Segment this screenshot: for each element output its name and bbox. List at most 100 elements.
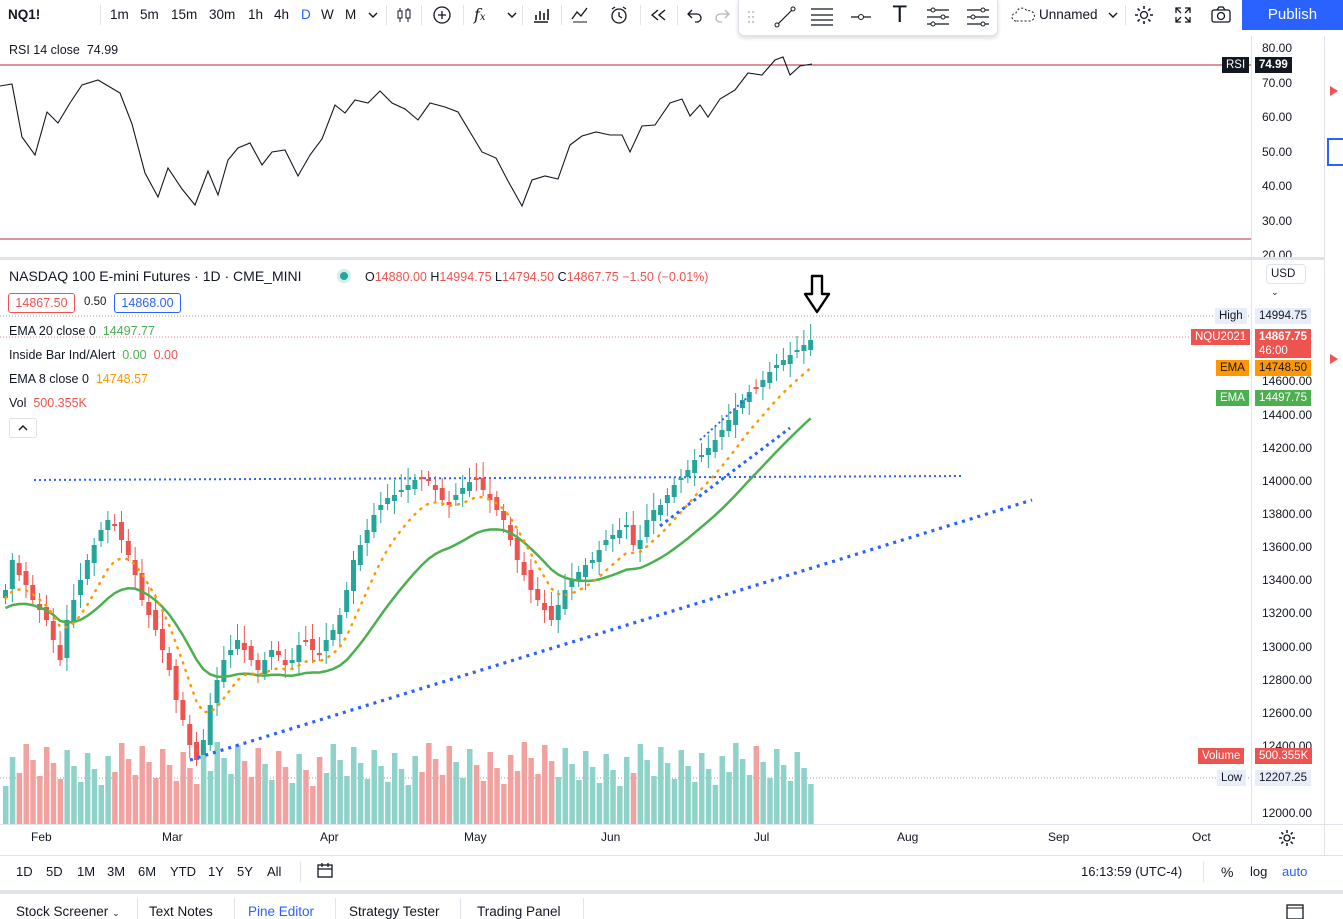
chevron-down-icon[interactable]	[1107, 9, 1119, 21]
ema8-tag-label: EMA	[1216, 360, 1249, 376]
layout-name[interactable]: Unnamed	[1039, 7, 1098, 22]
fullscreen-icon[interactable]	[1174, 6, 1192, 24]
collapse-legend-button[interactable]	[9, 418, 37, 438]
chart-canvas[interactable]	[0, 0, 1251, 855]
buy-button[interactable]: 14868.00	[114, 293, 181, 313]
candle-body	[105, 520, 111, 530]
log-toggle[interactable]: log	[1250, 864, 1268, 879]
volume-bar	[3, 786, 9, 824]
interval-30m[interactable]: 30m	[209, 7, 236, 22]
candle-body	[514, 538, 520, 560]
candle-body	[623, 525, 629, 527]
alert-marker-icon[interactable]	[1330, 354, 1338, 364]
publish-button[interactable]: Publish	[1242, 0, 1343, 30]
volume-bar	[808, 784, 814, 824]
text-icon[interactable]: T	[893, 3, 907, 28]
range-all[interactable]: All	[267, 864, 282, 879]
rsi-tick: 80.00	[1262, 41, 1293, 55]
divider	[460, 898, 461, 919]
currency-selector[interactable]: USD ⌄	[1266, 264, 1306, 297]
main-price-axis[interactable]	[1251, 260, 1343, 824]
symbol-search[interactable]: NQ1!	[8, 7, 41, 22]
fib-icon[interactable]	[809, 5, 835, 29]
divider	[137, 898, 138, 919]
range-5d[interactable]: 5D	[46, 864, 63, 879]
pattern-icon[interactable]	[925, 5, 951, 29]
volume-bar	[576, 780, 582, 824]
inside-bar-legend[interactable]: Inside Bar Ind/Alert 0.00 0.00	[9, 348, 178, 362]
main-legend[interactable]: NASDAQ 100 E-mini Futures · 1D · CME_MIN…	[9, 268, 348, 284]
arrow-annotation-icon[interactable]	[803, 274, 831, 316]
interval-1h[interactable]: 1h	[248, 7, 264, 22]
alert-icon[interactable]	[608, 4, 630, 26]
rsi-tick: 60.00	[1262, 110, 1293, 124]
divider	[583, 898, 584, 919]
go-to-date-icon[interactable]	[316, 862, 334, 880]
auto-toggle[interactable]: auto	[1282, 864, 1308, 879]
tab-text-notes[interactable]: Text Notes	[149, 904, 213, 919]
drag-handle-icon[interactable]	[747, 10, 755, 24]
clock-display[interactable]: 16:13:59 (UTC-4)	[1081, 864, 1183, 879]
ema8-legend[interactable]: EMA 8 close 0 14748.57	[9, 372, 148, 386]
market-status-icon[interactable]	[340, 272, 348, 280]
volume-bar	[535, 774, 541, 824]
indicator-lines-icon[interactable]	[965, 5, 991, 29]
alert-marker-icon[interactable]	[1330, 86, 1338, 96]
chevron-down-icon[interactable]	[506, 9, 518, 21]
chevron-down-icon[interactable]	[367, 9, 379, 21]
settings-icon[interactable]	[1133, 4, 1155, 26]
interval-w[interactable]: W	[321, 7, 334, 22]
ohlc-values: O14880.00 H14994.75 L14794.50 C14867.75 …	[365, 270, 709, 284]
horizontal-line-icon[interactable]	[849, 5, 873, 29]
tab-trading-panel[interactable]: Trading Panel	[477, 904, 561, 919]
chart-settings-icon[interactable]	[1278, 829, 1296, 847]
camera-icon[interactable]	[1210, 5, 1232, 25]
trendline-icon[interactable]	[773, 5, 797, 29]
volume-bar	[159, 749, 166, 824]
redo-icon[interactable]	[713, 6, 731, 24]
interval-d[interactable]: D	[301, 7, 311, 22]
interval-1m[interactable]: 1m	[110, 7, 129, 22]
cloud-icon[interactable]	[1010, 6, 1036, 24]
range-1d[interactable]: 1D	[16, 864, 33, 879]
panel-maximize-icon[interactable]	[1285, 903, 1305, 919]
rsi-price-axis[interactable]	[1251, 36, 1343, 258]
percent-toggle[interactable]: %	[1221, 864, 1234, 880]
selection-frame[interactable]	[1327, 138, 1343, 166]
interval-5m[interactable]: 5m	[140, 7, 159, 22]
range-6m[interactable]: 6M	[138, 864, 157, 879]
undo-icon[interactable]	[686, 6, 704, 24]
add-compare-icon[interactable]	[432, 5, 452, 25]
interval-4h[interactable]: 4h	[274, 7, 290, 22]
range-3m[interactable]: 3M	[107, 864, 126, 879]
indicators-icon[interactable]: fx	[474, 5, 486, 24]
low-tag-label: Low	[1217, 770, 1247, 786]
candle-body	[112, 524, 118, 526]
tab-strategy-tester[interactable]: Strategy Tester	[349, 904, 440, 919]
range-1y[interactable]: 1Y	[208, 864, 224, 879]
volume-bar	[501, 784, 507, 824]
candles-icon[interactable]	[395, 6, 413, 24]
tab-stock-screener[interactable]: Stock Screener ⌄	[16, 904, 120, 919]
candle-body	[289, 660, 295, 663]
templates-icon[interactable]	[570, 5, 590, 25]
range-ytd[interactable]: YTD	[170, 864, 196, 879]
range-1m[interactable]: 1M	[77, 864, 96, 879]
candle-body	[603, 540, 609, 545]
tab-pine-editor[interactable]: Pine Editor	[248, 904, 315, 919]
pane-separator[interactable]	[0, 257, 1343, 260]
range-5y[interactable]: 5Y	[237, 864, 253, 879]
interval-m[interactable]: M	[345, 7, 357, 22]
ema20-legend[interactable]: EMA 20 close 0 14497.77	[9, 324, 155, 338]
sell-button[interactable]: 14867.50	[8, 293, 75, 313]
volume-bar	[651, 776, 657, 824]
interval-15m[interactable]: 15m	[171, 7, 198, 22]
candle-body	[132, 560, 138, 575]
candle-body	[9, 560, 15, 589]
replay-icon[interactable]	[649, 6, 667, 24]
volume-bar	[112, 772, 118, 824]
volume-legend[interactable]: Vol 500.355K	[9, 396, 87, 410]
bar-style-icon[interactable]	[532, 6, 550, 24]
candle-body	[3, 590, 8, 598]
rsi-legend[interactable]: RSI 14 close 74.99	[9, 43, 118, 57]
